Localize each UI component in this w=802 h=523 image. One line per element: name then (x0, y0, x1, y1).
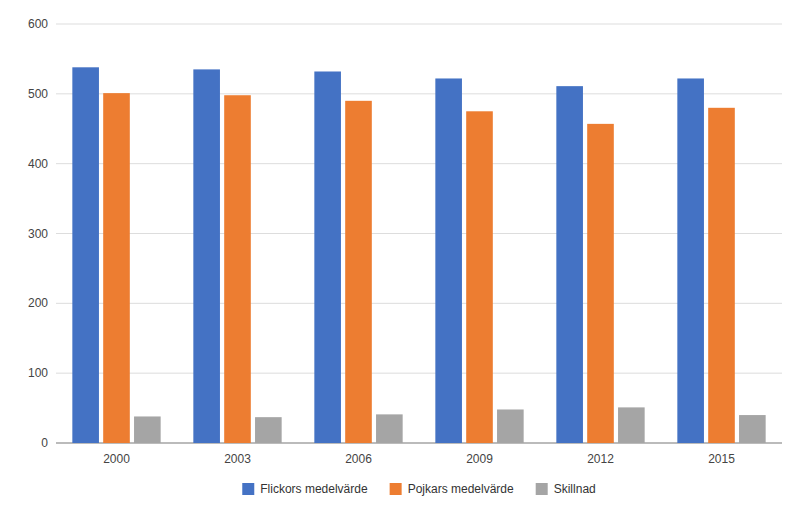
x-tick-label: 2003 (224, 452, 251, 466)
y-tick-label: 200 (28, 296, 48, 310)
bar (587, 124, 614, 443)
grid-line (56, 233, 782, 234)
bar (497, 409, 524, 443)
grid-line (56, 93, 782, 94)
bar (345, 101, 372, 443)
y-tick-label: 0 (41, 436, 48, 450)
legend: Flickors medelvärde Pojkars medelvärde Ski… (242, 482, 595, 496)
x-tick-label: 2009 (466, 452, 493, 466)
grid-line (56, 443, 782, 444)
bar (739, 415, 766, 443)
bar (466, 111, 493, 443)
bar (72, 67, 99, 443)
bar (677, 78, 704, 443)
bar (376, 414, 403, 443)
legend-swatch (536, 483, 548, 495)
x-axis-line (56, 443, 782, 444)
grid-line (56, 303, 782, 304)
bar (618, 407, 645, 443)
legend-label: Flickors medelvärde (260, 482, 368, 496)
bars (72, 67, 765, 443)
y-tick-label: 300 (28, 227, 48, 241)
bar (103, 93, 130, 443)
legend-swatch (390, 483, 402, 495)
x-tick-label: 2015 (708, 452, 735, 466)
y-tick-label: 500 (28, 87, 48, 101)
y-tick-label: 100 (28, 366, 48, 380)
bar (193, 69, 220, 443)
chart: 0 100 200 300 400 500 600 2000 2003 2006 2009 2012 2… (0, 0, 802, 523)
legend-swatch (242, 483, 254, 495)
x-tick-label: 2012 (587, 452, 614, 466)
bar (435, 78, 462, 443)
x-tick-label: 2006 (345, 452, 372, 466)
grid-line (56, 373, 782, 374)
bar (134, 416, 161, 443)
legend-label: Skillnad (554, 482, 596, 496)
bar (708, 108, 735, 443)
bar (314, 71, 341, 443)
grid (56, 24, 782, 443)
bar (556, 86, 583, 443)
y-tick-label: 600 (28, 17, 48, 31)
bar (255, 417, 282, 443)
y-tick-label: 400 (28, 157, 48, 171)
grid-line (56, 24, 782, 25)
bar (224, 95, 251, 443)
x-tick-label: 2000 (103, 452, 130, 466)
legend-label: Pojkars medelvärde (408, 482, 514, 496)
grid-line (56, 163, 782, 164)
